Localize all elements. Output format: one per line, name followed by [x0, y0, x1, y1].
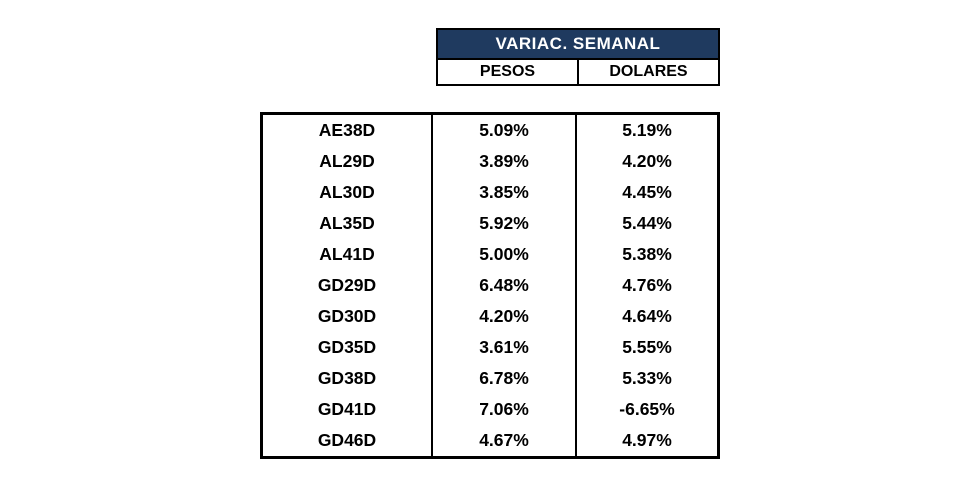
row-dolares: -6.65% [575, 394, 717, 425]
table-row: GD38D6.78%5.33% [263, 363, 717, 394]
table-row: AL41D5.00%5.38% [263, 239, 717, 270]
row-label: AL35D [263, 208, 433, 239]
header-sub-dolares: DOLARES [577, 58, 718, 84]
table-row: GD46D4.67%4.97% [263, 425, 717, 456]
table-row: GD30D4.20%4.64% [263, 301, 717, 332]
row-label: AE38D [263, 115, 433, 146]
row-pesos: 3.61% [433, 332, 575, 363]
table-row: GD41D7.06%-6.65% [263, 394, 717, 425]
data-table: AE38D5.09%5.19%AL29D3.89%4.20%AL30D3.85%… [260, 112, 720, 459]
row-pesos: 6.78% [433, 363, 575, 394]
row-pesos: 4.20% [433, 301, 575, 332]
table-wrapper: VARIAC. SEMANAL PESOS DOLARES AE38D5.09%… [260, 28, 720, 459]
row-pesos: 6.48% [433, 270, 575, 301]
row-label: AL41D [263, 239, 433, 270]
row-dolares: 5.44% [575, 208, 717, 239]
table-row: GD35D3.61%5.55% [263, 332, 717, 363]
header-sub-pesos: PESOS [438, 58, 577, 84]
header-sub-row: PESOS DOLARES [438, 58, 718, 84]
row-pesos: 5.09% [433, 115, 575, 146]
row-label: GD29D [263, 270, 433, 301]
table-row: AE38D5.09%5.19% [263, 115, 717, 146]
row-label: AL29D [263, 146, 433, 177]
row-dolares: 4.64% [575, 301, 717, 332]
table-row: AL29D3.89%4.20% [263, 146, 717, 177]
table-row: GD29D6.48%4.76% [263, 270, 717, 301]
row-label: GD35D [263, 332, 433, 363]
row-label: GD30D [263, 301, 433, 332]
row-dolares: 4.76% [575, 270, 717, 301]
row-label: AL30D [263, 177, 433, 208]
header-title: VARIAC. SEMANAL [438, 30, 718, 58]
row-dolares: 4.45% [575, 177, 717, 208]
row-pesos: 4.67% [433, 425, 575, 456]
row-pesos: 5.00% [433, 239, 575, 270]
table-row: AL35D5.92%5.44% [263, 208, 717, 239]
row-label: GD46D [263, 425, 433, 456]
header-block: VARIAC. SEMANAL PESOS DOLARES [436, 28, 720, 86]
table-row: AL30D3.85%4.45% [263, 177, 717, 208]
row-dolares: 5.19% [575, 115, 717, 146]
row-dolares: 4.20% [575, 146, 717, 177]
row-pesos: 5.92% [433, 208, 575, 239]
row-pesos: 3.85% [433, 177, 575, 208]
row-dolares: 5.33% [575, 363, 717, 394]
row-dolares: 5.38% [575, 239, 717, 270]
row-label: GD38D [263, 363, 433, 394]
row-dolares: 5.55% [575, 332, 717, 363]
row-pesos: 7.06% [433, 394, 575, 425]
row-dolares: 4.97% [575, 425, 717, 456]
row-label: GD41D [263, 394, 433, 425]
row-pesos: 3.89% [433, 146, 575, 177]
